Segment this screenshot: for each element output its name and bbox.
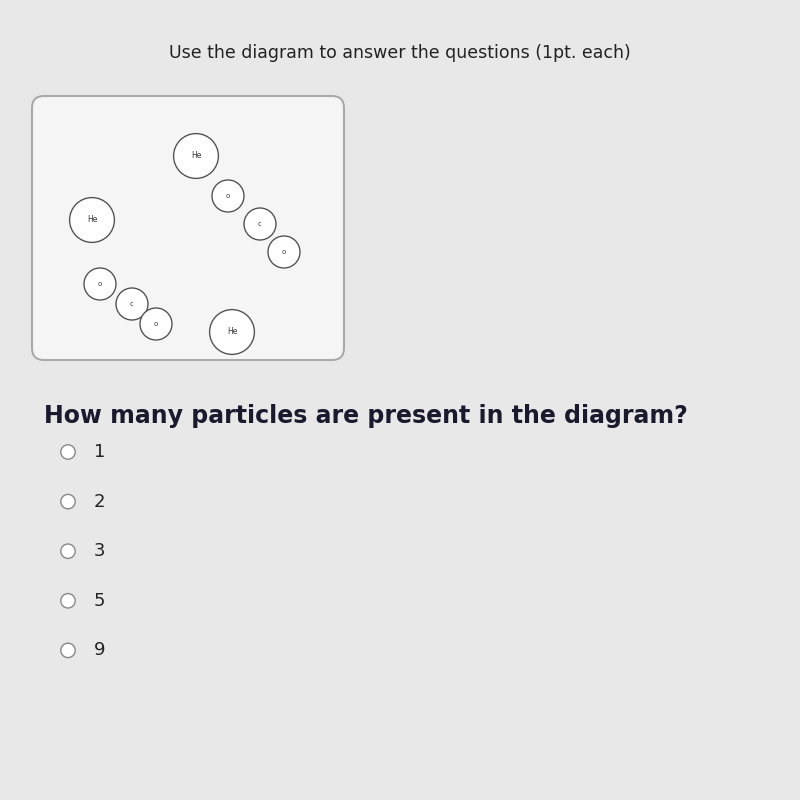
Circle shape — [61, 494, 75, 509]
Text: 3: 3 — [94, 542, 105, 560]
Text: Use the diagram to answer the questions (1pt. each): Use the diagram to answer the questions … — [169, 44, 631, 62]
Circle shape — [116, 288, 148, 320]
Circle shape — [212, 180, 244, 212]
Circle shape — [70, 198, 114, 242]
Text: How many particles are present in the diagram?: How many particles are present in the di… — [44, 404, 688, 428]
Text: 2: 2 — [94, 493, 105, 510]
Circle shape — [244, 208, 276, 240]
Circle shape — [61, 544, 75, 558]
Text: c: c — [258, 221, 262, 227]
Text: c: c — [130, 301, 134, 307]
Text: He: He — [87, 215, 97, 225]
Circle shape — [61, 594, 75, 608]
Text: o: o — [98, 281, 102, 287]
Text: o: o — [282, 249, 286, 255]
FancyBboxPatch shape — [32, 96, 344, 360]
Text: o: o — [226, 193, 230, 199]
Circle shape — [210, 310, 254, 354]
Circle shape — [174, 134, 218, 178]
Circle shape — [268, 236, 300, 268]
Circle shape — [61, 445, 75, 459]
Circle shape — [84, 268, 116, 300]
Text: o: o — [154, 321, 158, 327]
Text: 1: 1 — [94, 443, 105, 461]
Text: 5: 5 — [94, 592, 105, 610]
Text: He: He — [191, 151, 201, 161]
Circle shape — [140, 308, 172, 340]
Circle shape — [61, 643, 75, 658]
Text: 9: 9 — [94, 642, 105, 659]
Text: He: He — [227, 327, 237, 337]
